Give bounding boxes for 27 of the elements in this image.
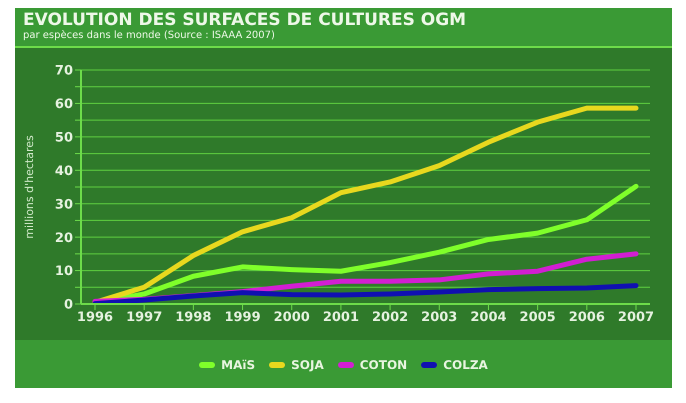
- legend-label: MAïS: [221, 358, 256, 372]
- x-tick-label: 2000: [274, 310, 310, 326]
- x-tick-label: 2005: [520, 310, 556, 326]
- y-axis-title: millions d'hectares: [22, 134, 36, 239]
- x-tick-label: 2003: [421, 310, 458, 326]
- legend-label: SOJA: [291, 358, 324, 372]
- y-tick-label: 40: [54, 164, 73, 179]
- y-tick-label: 0: [64, 298, 73, 313]
- x-tick-label: 1998: [175, 310, 212, 326]
- x-tick-label: 1997: [126, 310, 162, 326]
- x-tick-label: 2007: [618, 310, 654, 326]
- chart-subtitle: par espèces dans le monde (Source : ISAAA 2007): [23, 30, 275, 41]
- x-tick-label: 2006: [568, 310, 605, 326]
- chart-title: EVOLUTION DES SURFACES DE CULTURES OGM: [23, 10, 466, 30]
- y-tick-label: 30: [54, 197, 73, 212]
- y-tick-label: 60: [54, 97, 73, 112]
- y-tick-label: 70: [54, 64, 73, 79]
- x-tick-label: 2001: [322, 310, 360, 326]
- x-tick-label: 2004: [470, 310, 507, 326]
- y-tick-label: 20: [54, 230, 73, 246]
- x-tick-label: 1996: [76, 310, 114, 326]
- x-tick-label: 2002: [372, 310, 408, 326]
- y-tick-label: 10: [54, 264, 73, 280]
- legend-label: COLZA: [443, 358, 488, 372]
- x-tick-label: 1999: [224, 310, 261, 326]
- y-tick-label: 50: [54, 130, 73, 146]
- legend-label: COTON: [360, 358, 408, 372]
